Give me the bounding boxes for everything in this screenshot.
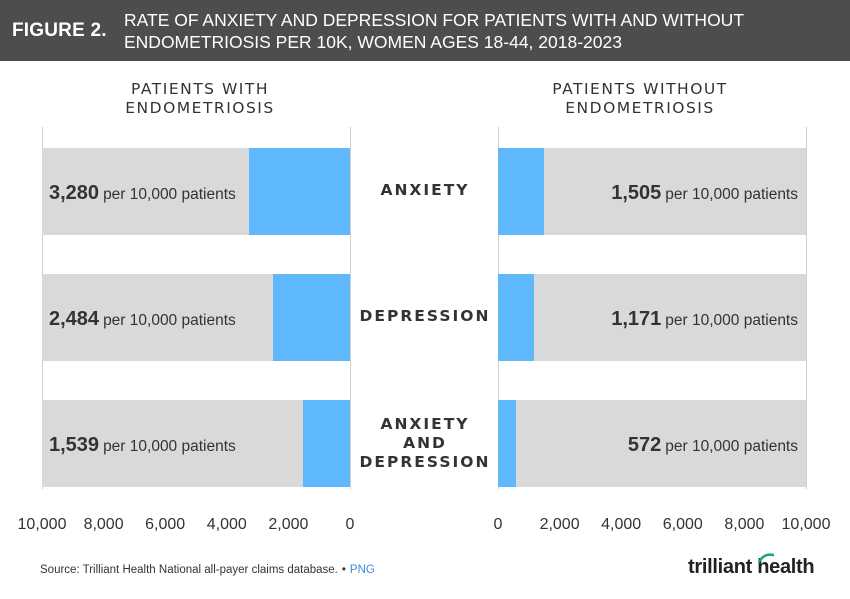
value-unit: per 10,000 patients: [103, 186, 236, 203]
x-tick-label-right: 2,000: [539, 516, 580, 533]
bar-without-endometriosis: [498, 148, 545, 235]
trilliant-health-logo: trilliant health: [688, 556, 815, 578]
value-unit: per 10,000 patients: [665, 186, 798, 203]
value-number: 3,280: [49, 182, 100, 204]
bar-without-endometriosis: [498, 400, 516, 487]
x-tick-label-left: 2,000: [268, 516, 309, 533]
x-tick-label-left: 0: [345, 516, 355, 533]
png-download-link[interactable]: PNG: [349, 564, 375, 576]
value-number: 2,484: [49, 308, 100, 330]
category-label: ANXIETY: [380, 181, 470, 199]
bar-with-endometriosis: [248, 148, 350, 235]
source-note: Source: Trilliant Health National all-pa…: [40, 564, 375, 576]
x-tick-label-right: 8,000: [724, 516, 765, 533]
figure-label: FIGURE 2.: [12, 20, 107, 41]
value-number: 572: [627, 434, 662, 456]
value-label-with: 2,484 per 10,000 patients: [49, 309, 236, 331]
value-number: 1,505: [611, 182, 662, 204]
value-unit: per 10,000 patients: [665, 312, 798, 329]
bar-without-endometriosis: [498, 274, 535, 361]
logo-swoosh-icon: [758, 553, 774, 563]
value-label-without: 1,505 per 10,000 patients: [611, 183, 798, 205]
panel-title-with-endometriosis: PATIENTS WITH ENDOMETRIOSIS: [125, 80, 275, 117]
panel-title-without-endometriosis: PATIENTS WITHOUT ENDOMETRIOSIS: [552, 80, 728, 117]
x-tick-label-left: 8,000: [83, 516, 124, 533]
x-tick-label-right: 0: [493, 516, 503, 533]
value-number: 1,171: [611, 308, 662, 330]
value-label-without: 572 per 10,000 patients: [628, 435, 798, 457]
separator-dot: •: [341, 564, 346, 576]
value-unit: per 10,000 patients: [103, 312, 236, 329]
bar-track-with-2: [42, 400, 350, 487]
bar-with-endometriosis: [273, 274, 350, 361]
figure-title: RATE OF ANXIETY AND DEPRESSION FOR PATIE…: [124, 10, 744, 52]
bar-track-without-1: [498, 274, 806, 361]
x-tick-label-left: 6,000: [145, 516, 186, 533]
axis-line: [805, 127, 807, 489]
value-label-with: 3,280 per 10,000 patients: [49, 183, 236, 205]
value-unit: per 10,000 patients: [103, 438, 236, 455]
source-text: Source: Trilliant Health National all-pa…: [40, 564, 338, 576]
x-tick-label-left: 10,000: [17, 516, 67, 533]
x-tick-label-right: 10,000: [781, 516, 831, 533]
figure-header: FIGURE 2. RATE OF ANXIETY AND DEPRESSION…: [0, 0, 850, 61]
bar-track-without-2: [498, 400, 806, 487]
x-tick-label-right: 4,000: [601, 516, 642, 533]
value-number: 1,539: [49, 434, 100, 456]
category-label: ANXIETY AND DEPRESSION: [359, 415, 491, 471]
category-label: DEPRESSION: [359, 307, 491, 325]
value-label-with: 1,539 per 10,000 patients: [49, 435, 236, 457]
value-label-without: 1,171 per 10,000 patients: [611, 309, 798, 331]
bar-track-without-0: [498, 148, 806, 235]
x-tick-label-right: 6,000: [662, 516, 703, 533]
bar-with-endometriosis: [302, 400, 350, 487]
x-tick-label-left: 4,000: [206, 516, 247, 533]
value-unit: per 10,000 patients: [665, 438, 798, 455]
axis-line: [349, 127, 351, 489]
